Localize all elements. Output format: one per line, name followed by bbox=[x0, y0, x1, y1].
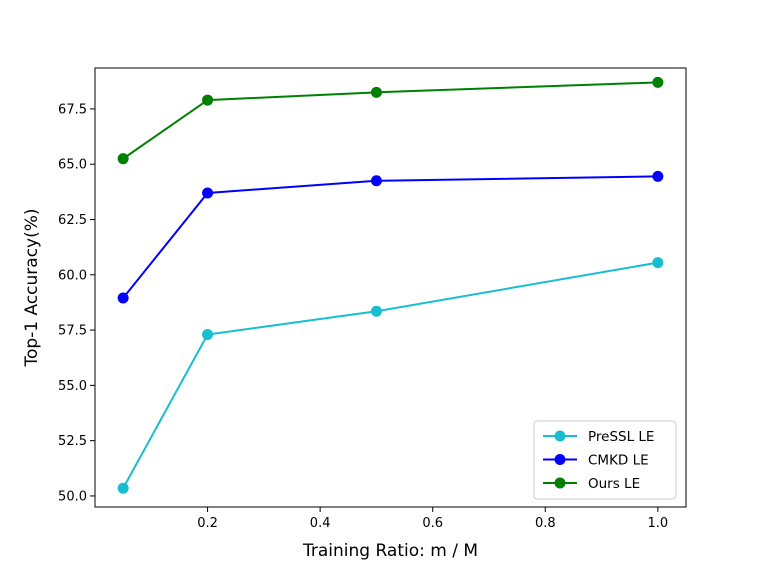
x-tick-label: 0.2 bbox=[197, 516, 218, 531]
data-point-cmkd-le bbox=[652, 170, 664, 182]
data-point-ours-le bbox=[117, 153, 129, 165]
y-axis-ticks: 50.0 52.5 55.0 57.5 60.0 62.5 65.0 67.5 bbox=[58, 102, 95, 504]
plot-area: 0.2 0.4 0.6 0.8 1.0 50.0 52.5 55.0 57.5 60.0 62.5… bbox=[58, 67, 687, 531]
data-point-pressl-le bbox=[117, 482, 129, 494]
series-line-cmkd-le bbox=[122, 175, 658, 299]
y-tick-label: 50.0 bbox=[58, 489, 87, 504]
data-point-ours-le bbox=[370, 86, 382, 98]
data-point-cmkd-le bbox=[117, 292, 129, 304]
series-line-pressl-le bbox=[122, 261, 659, 489]
y-tick-label: 65.0 bbox=[58, 158, 87, 173]
data-point-cmkd-le bbox=[370, 175, 382, 187]
x-tick-label: 0.4 bbox=[310, 516, 331, 531]
y-axis-label: Top-1 Accuracy(%) bbox=[22, 208, 42, 367]
y-tick-label: 62.5 bbox=[58, 213, 87, 228]
legend: PreSSL LE CMKD LE Ours LE bbox=[533, 420, 677, 500]
x-axis-label: Training Ratio: m / M bbox=[302, 541, 478, 561]
data-point-ours-le bbox=[202, 94, 214, 106]
y-tick-label: 52.5 bbox=[58, 434, 87, 449]
legend-marker-pressl-le bbox=[554, 430, 566, 442]
x-tick-label: 1.0 bbox=[648, 516, 669, 531]
y-tick-label: 55.0 bbox=[58, 379, 87, 394]
y-tick-label: 60.0 bbox=[58, 268, 87, 283]
y-tick-label: 57.5 bbox=[58, 324, 87, 339]
legend-label-cmkd-le: CMKD LE bbox=[588, 453, 649, 469]
series-layer bbox=[117, 76, 664, 494]
legend-label-pressl-le: PreSSL LE bbox=[588, 429, 654, 445]
data-point-pressl-le bbox=[652, 257, 664, 269]
plot-frame bbox=[94, 67, 687, 508]
x-tick-label: 0.8 bbox=[535, 516, 556, 531]
legend-label-ours-le: Ours LE bbox=[588, 476, 640, 492]
series-line-ours-le bbox=[122, 81, 658, 160]
x-tick-label: 0.6 bbox=[422, 516, 443, 531]
legend-marker-ours-le bbox=[554, 477, 566, 489]
data-point-pressl-le bbox=[370, 305, 382, 317]
y-tick-label: 67.5 bbox=[58, 102, 87, 117]
x-axis-ticks: 0.2 0.4 0.6 0.8 1.0 bbox=[197, 507, 668, 531]
legend-box bbox=[533, 420, 677, 500]
data-point-cmkd-le bbox=[202, 187, 214, 199]
data-point-pressl-le bbox=[202, 328, 214, 340]
data-point-ours-le bbox=[652, 76, 664, 88]
legend-marker-cmkd-le bbox=[554, 454, 566, 465]
